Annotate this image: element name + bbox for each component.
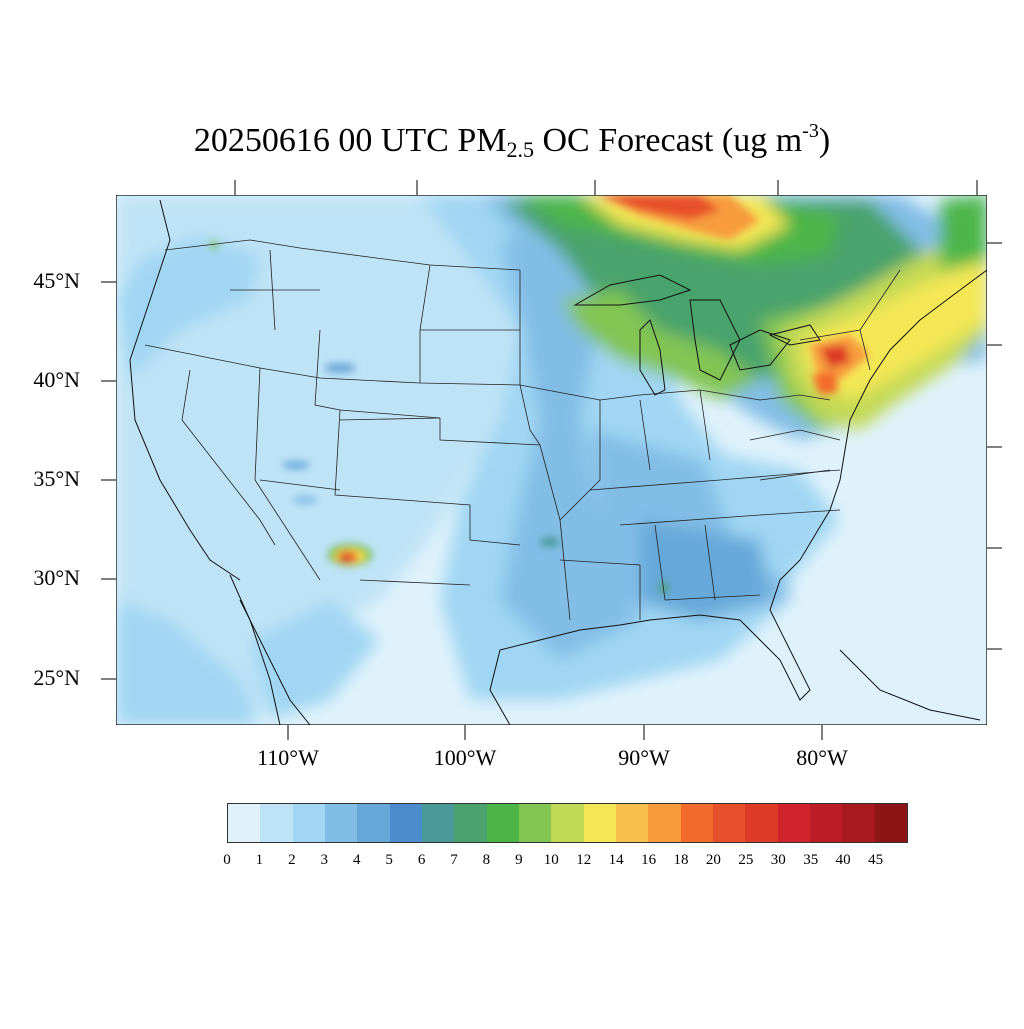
- great-lakes: [573, 274, 821, 396]
- map-ticks: [101, 180, 1002, 740]
- colorbar-labels: 0 1 2 3 4 5 6 7 8 9 10 12 14 16 18 20 25 30 35 40 45: [0, 852, 1024, 876]
- colorbar-swatch: [421, 804, 455, 842]
- concentration-field: [116, 195, 987, 725]
- colorbar-tick-label: 1: [255, 852, 264, 868]
- colorbar: [227, 803, 908, 843]
- colorbar-swatch: [454, 804, 487, 842]
- colorbar-swatch: [357, 804, 390, 842]
- colorbar-tick-label: 18: [673, 852, 689, 868]
- colorbar-tick-label: 3: [320, 852, 329, 868]
- colorbar-tick-label: 30: [770, 852, 786, 868]
- colorbar-swatch: [228, 804, 261, 842]
- colorbar-tick-label: 7: [450, 852, 458, 868]
- lat-label-30: 30°N: [33, 565, 80, 590]
- colorbar-swatch: [389, 804, 422, 842]
- colorbar-tick-label: 45: [868, 852, 884, 868]
- colorbar-tick-label: 35: [803, 852, 819, 868]
- colorbar-swatch: [324, 804, 358, 842]
- coastlines: [129, 199, 987, 725]
- colorbar-tick-label: 8: [482, 852, 491, 868]
- lon-label-80: 80°W: [796, 745, 848, 770]
- colorbar-tick-label: 12: [576, 852, 592, 868]
- colorbar-swatch: [615, 804, 649, 842]
- colorbar-tick-label: 4: [352, 852, 361, 868]
- colorbar-tick-label: 9: [515, 852, 523, 868]
- colorbar-tick-label: 10: [543, 852, 559, 868]
- colorbar-tick-label: 16: [641, 852, 657, 868]
- colorbar-swatch: [809, 804, 843, 842]
- colorbar-swatch: [680, 804, 713, 842]
- colorbar-swatch: [842, 804, 875, 842]
- state-borders: [144, 239, 901, 621]
- colorbar-tick-label: 6: [417, 852, 426, 868]
- colorbar-swatch: [777, 804, 810, 842]
- lat-label-35: 35°N: [33, 466, 80, 491]
- colorbar-tick-label: 0: [223, 852, 231, 868]
- lon-label-100: 100°W: [433, 745, 497, 770]
- colorbar-swatch: [486, 804, 519, 842]
- colorbar-swatch: [551, 804, 584, 842]
- colorbar-swatch: [260, 804, 293, 842]
- colorbar-tick-label: 14: [608, 852, 624, 868]
- map-title: 20250616 00 UTC PM2.5 OC Forecast (ug m-…: [193, 120, 831, 162]
- lat-label-40: 40°N: [33, 367, 80, 392]
- colorbar-swatch: [583, 804, 616, 842]
- colorbar-swatch: [745, 804, 778, 842]
- lon-label-90: 90°W: [618, 745, 670, 770]
- colorbar-tick-label: 25: [738, 852, 754, 868]
- lat-label-45: 45°N: [33, 268, 80, 293]
- colorbar-swatch: [518, 804, 552, 842]
- lat-label-25: 25°N: [33, 665, 80, 690]
- colorbar-tick-label: 2: [288, 852, 296, 868]
- colorbar-swatch: [648, 804, 681, 842]
- colorbar-tick-label: 40: [835, 852, 851, 868]
- colorbar-swatch: [712, 804, 746, 842]
- colorbar-swatch: [292, 804, 325, 842]
- colorbar-tick-label: 20: [705, 852, 721, 868]
- lon-label-110: 110°W: [257, 745, 319, 770]
- colorbar-tick-label: 5: [385, 852, 393, 868]
- colorbar-swatch: [874, 804, 907, 842]
